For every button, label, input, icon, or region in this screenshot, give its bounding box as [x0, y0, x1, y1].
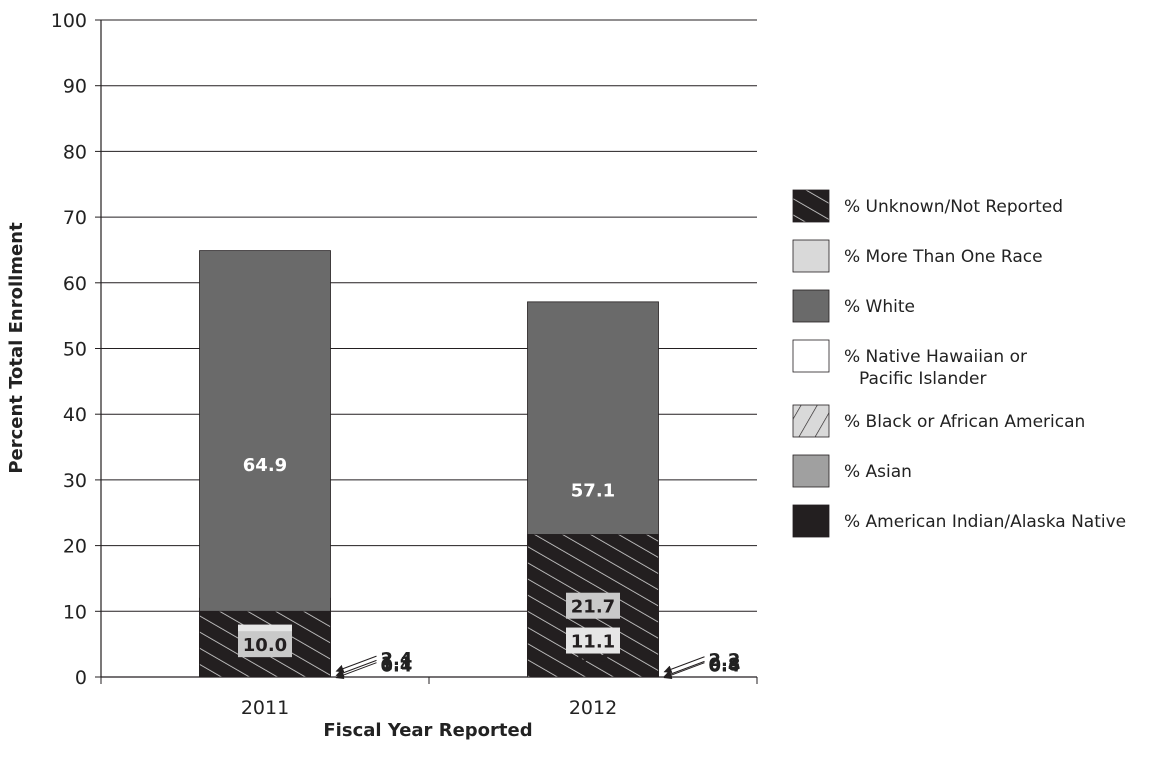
data-label-background	[566, 627, 620, 654]
y-tick-label: 20	[63, 536, 87, 558]
legend-label: % Unknown/Not Reported	[844, 197, 1063, 217]
legend-swatch	[792, 289, 830, 323]
data-label-black-or-african-american-2012: 11.1	[571, 632, 615, 653]
legend-swatch	[792, 454, 830, 488]
data-label-white-2011: 64.9	[243, 455, 287, 476]
legend-item-more-than-one-race: % More Than One Race	[792, 239, 1043, 273]
x-tick-label: 2011	[241, 697, 289, 719]
data-label-american-indian-alaska-native-2011: 1.1	[381, 653, 413, 674]
x-axis-title: Fiscal Year Reported	[323, 720, 532, 741]
legend-swatch	[792, 189, 830, 223]
data-label-american-indian-alaska-native-2012: 0.8	[709, 654, 741, 675]
legend-label: % Black or African American	[844, 412, 1085, 432]
data-label-native-hawaiian-or-pacific-islander-2011: 0.4	[381, 656, 413, 677]
callout-arrow	[335, 655, 377, 673]
legend-label: % American Indian/Alaska Native	[844, 512, 1126, 532]
legend-swatch	[792, 404, 830, 438]
legend-label: % Native Hawaiian or Pacific Islander	[844, 347, 1027, 389]
legend-item-unknown-not-reported: % Unknown/Not Reported	[792, 189, 1063, 223]
legend-swatch	[792, 504, 830, 538]
legend-swatch	[792, 239, 830, 273]
y-tick-label: 80	[63, 141, 87, 163]
legend: % Unknown/Not Reported % More Than One Ra…	[792, 189, 1126, 538]
callout-arrow	[335, 659, 377, 677]
callout-arrow	[663, 656, 705, 674]
legend-item-native-hawaiian-or-pacific-islander: % Native Hawaiian or Pacific Islander	[792, 339, 1027, 389]
legend-swatch	[792, 339, 830, 373]
data-label-more-than-one-race-2011: 2.4	[381, 649, 413, 670]
x-tick-label: 2012	[569, 697, 617, 719]
legend-item-american-indian-alaska-native: % American Indian/Alaska Native	[792, 504, 1126, 538]
bar-segment-white-2011	[199, 250, 331, 678]
y-tick-label: 50	[63, 339, 87, 361]
data-label-more-than-one-race-2012: 2.2	[709, 650, 741, 671]
callout-arrow	[335, 662, 377, 679]
legend-label: % More Than One Race	[844, 247, 1043, 267]
data-label-white-2012: 57.1	[571, 480, 615, 501]
data-label-unknown-not-reported-2012: 21.7	[571, 597, 615, 618]
callout-arrow	[663, 660, 705, 678]
y-tick-label: 90	[63, 76, 87, 98]
data-labels: 1.19.212.00.464.92.410.00.86.911.10.457.…	[238, 455, 741, 679]
legend-label: % White	[844, 297, 915, 317]
y-tick-label: 30	[63, 470, 87, 492]
y-tick-label: 100	[51, 10, 87, 32]
data-label-native-hawaiian-or-pacific-islander-2012: 0.4	[709, 656, 741, 677]
callout-arrow	[663, 662, 705, 679]
legend-label: % Asian	[844, 462, 912, 482]
data-label-background	[238, 631, 292, 658]
legend-item-black-or-african-american: % Black or African American	[792, 404, 1085, 438]
y-tick-label: 10	[63, 601, 87, 623]
y-tick-label: 60	[63, 273, 87, 295]
legend-item-asian: % Asian	[792, 454, 912, 488]
data-label-unknown-not-reported-2011: 10.0	[243, 635, 287, 656]
axes: 0 10 20 30 40 50 60 70 80 90 100 2011 2012	[51, 10, 758, 719]
y-tick-label: 40	[63, 404, 87, 426]
legend-item-white: % White	[792, 289, 915, 323]
y-tick-label: 70	[63, 207, 87, 229]
y-axis-title: Percent Total Enrollment	[6, 222, 27, 474]
data-label-background	[566, 592, 620, 619]
y-tick-label: 0	[75, 667, 87, 689]
